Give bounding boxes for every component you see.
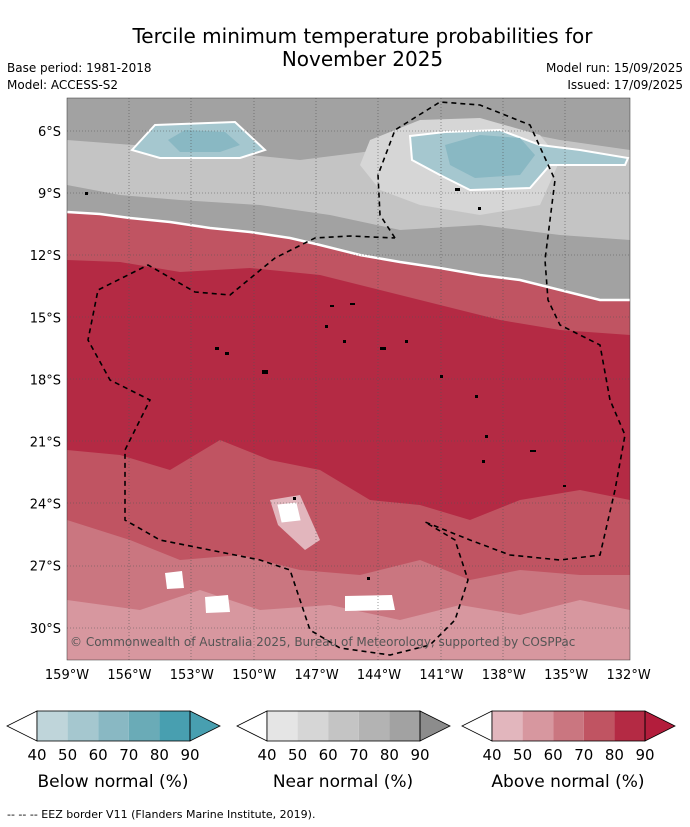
lon-label: 147°W <box>295 668 339 683</box>
white-patch-1 <box>277 502 301 523</box>
colorbar-above-tick: 50 <box>513 746 533 764</box>
colorbar-below-tick: 70 <box>119 746 139 764</box>
above-normal-core <box>67 260 630 520</box>
below-normal-core-east <box>445 135 535 178</box>
lon-label: 138°W <box>482 668 526 683</box>
eez-footnote: -- -- -- EEZ border V11 (Flanders Marine… <box>7 808 316 821</box>
colorbar-near-tick: 80 <box>379 746 399 764</box>
lat-label: 9°S <box>38 187 61 202</box>
colorbar-below-frame <box>36 710 191 742</box>
model-name: Model: ACCESS-S2 <box>7 78 119 92</box>
colorbar-below-low-extend <box>6 710 38 742</box>
colorbar-below-segment <box>98 711 129 741</box>
colorbars <box>6 710 676 742</box>
colorbar-near-tick: 90 <box>410 746 430 764</box>
colorbar-near-segment <box>297 711 329 741</box>
colorbar-above-high-extend <box>644 710 676 742</box>
colorbar-near-tick: 70 <box>349 746 369 764</box>
colorbar-above-tick: 90 <box>635 746 655 764</box>
islands <box>85 188 566 580</box>
lon-label: 156°W <box>107 668 151 683</box>
lat-label: 18°S <box>30 373 61 388</box>
colorbar-below-tick: 80 <box>149 746 169 764</box>
colorbar-below-high-extend <box>189 710 221 742</box>
colorbar-below-title: Below normal (%) <box>37 772 189 792</box>
colorbar-above-tick: 40 <box>482 746 502 764</box>
lat-label: 24°S <box>30 498 61 513</box>
colorbar-above-segment <box>553 711 584 741</box>
colorbar-near-low-extend <box>236 710 268 742</box>
lon-label: 150°W <box>232 668 276 683</box>
graticule <box>67 98 630 660</box>
eez-border <box>87 101 626 656</box>
lon-label: 132°W <box>607 668 651 683</box>
latitude-labels: 6°S 9°S 12°S 15°S 18°S 21°S 24°S 27°S 30°S <box>30 125 61 637</box>
meta-right: Model run: 15/09/2025 Issued: 17/09/2025 <box>546 60 683 94</box>
white-patch-4 <box>165 571 184 589</box>
colorbar-below-tick: 40 <box>27 746 47 764</box>
map-fill: © Commonwealth of Australia 2025, Bureau… <box>67 98 630 660</box>
colorbar-above-segment <box>614 711 645 741</box>
colorbar-near-segment <box>389 711 420 741</box>
colorbar-above-segment <box>583 711 615 741</box>
colorbar-above-title: Above normal (%) <box>491 772 645 792</box>
white-patch-2 <box>345 595 395 611</box>
copyright-notice: © Commonwealth of Australia 2025, Bureau… <box>70 635 575 649</box>
base-period: Base period: 1981-2018 <box>7 61 152 75</box>
map-frame <box>66 97 631 661</box>
model-run: Model run: 15/09/2025 <box>545 61 683 75</box>
lat-label: 30°S <box>30 622 61 637</box>
lat-label: 21°S <box>30 436 61 451</box>
colorbar-above-frame <box>491 710 646 742</box>
colorbar-above-low-extend <box>461 710 493 742</box>
below-normal-core-west <box>168 130 240 152</box>
title-line-2: November 2025 <box>281 47 444 71</box>
longitude-labels: 159°W 156°W 153°W 150°W 147°W 144°W 141°W 138°W… <box>45 668 651 683</box>
colorbar-below-segment <box>37 711 68 741</box>
issued-date: Issued: 17/09/2025 <box>567 78 683 92</box>
colorbar-below-segment <box>159 711 190 741</box>
lat-label: 6°S <box>38 125 61 140</box>
colorbar-above-segment <box>492 711 523 741</box>
title-line-1: Tercile minimum temperature probabilitie… <box>132 24 593 48</box>
colorbar-near-tick: 60 <box>318 746 338 764</box>
colorbar-above-tick: 60 <box>543 746 563 764</box>
lat-label: 12°S <box>30 249 61 264</box>
colorbar-near-title: Near normal (%) <box>272 772 414 792</box>
colorbar-above-segment <box>522 711 554 741</box>
meta-left: Base period: 1981-2018 Model: ACCESS-S2 <box>7 60 152 94</box>
colorbar-near-segment <box>267 711 298 741</box>
colorbar-below-tick: 50 <box>58 746 78 764</box>
lon-label: 141°W <box>419 668 463 683</box>
lon-label: 159°W <box>45 668 89 683</box>
colorbar-near-high-extend <box>419 710 451 742</box>
lat-label: 27°S <box>30 560 61 575</box>
colorbar-below-segment <box>67 711 99 741</box>
colorbar-above-tick: 70 <box>574 746 594 764</box>
probability-map: © Commonwealth of Australia 2025, Bureau… <box>30 97 651 683</box>
lat-label: 15°S <box>30 311 61 326</box>
lon-label: 144°W <box>357 668 401 683</box>
colorbar-near-tick: 40 <box>257 746 277 764</box>
transition-band <box>67 212 630 330</box>
colorbar-near-segment <box>358 711 390 741</box>
white-patch-3 <box>205 595 230 613</box>
tercile-boundary <box>67 210 630 302</box>
colorbar-below-segment <box>128 711 160 741</box>
colorbar-above-tick: 80 <box>604 746 624 764</box>
colorbar-near-tick: 50 <box>288 746 308 764</box>
colorbar-below-tick: 60 <box>88 746 108 764</box>
colorbar-below-tick: 90 <box>180 746 200 764</box>
lon-label: 135°W <box>544 668 588 683</box>
colorbar-near-segment <box>328 711 359 741</box>
lon-label: 153°W <box>170 668 214 683</box>
colorbar-near-frame <box>266 710 421 742</box>
